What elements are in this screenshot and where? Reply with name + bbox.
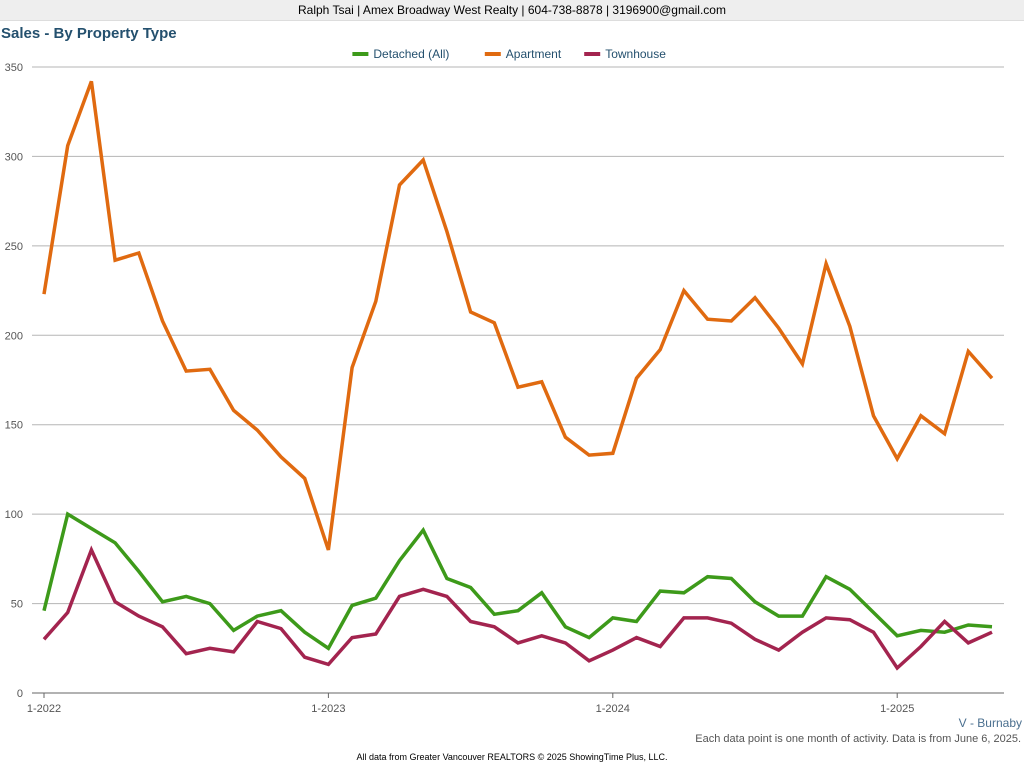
- y-tick-label: 0: [17, 688, 23, 700]
- data-note: Each data point is one month of activity…: [695, 733, 1021, 745]
- y-tick-label: 100: [5, 509, 23, 521]
- y-tick-label: 300: [5, 151, 23, 163]
- series-line: [42, 80, 994, 551]
- header-bar: Ralph Tsai | Amex Broadway West Realty |…: [0, 0, 1024, 21]
- header-contact-text: Ralph Tsai | Amex Broadway West Realty |…: [298, 3, 726, 17]
- y-tick-label: 200: [5, 330, 23, 342]
- x-tick-label: 1-2023: [311, 703, 345, 715]
- series-line: [42, 545, 993, 671]
- y-tick-label: 150: [5, 420, 23, 432]
- legend-label: Townhouse: [605, 47, 666, 61]
- x-tick-label: 1-2024: [596, 703, 630, 715]
- x-tick-label: 1-2022: [27, 703, 61, 715]
- y-tick-label: 50: [11, 599, 23, 611]
- series-line: [42, 511, 993, 651]
- legend-label: Apartment: [506, 47, 562, 61]
- footer-credit: All data from Greater Vancouver REALTORS…: [356, 752, 668, 762]
- y-tick-label: 350: [5, 62, 23, 74]
- x-tick-label: 1-2025: [880, 703, 914, 715]
- legend-label: Detached (All): [373, 47, 449, 61]
- y-tick-label: 250: [5, 241, 23, 253]
- chart-title: Sales - By Property Type: [1, 25, 177, 42]
- region-label: V - Burnaby: [958, 716, 1022, 730]
